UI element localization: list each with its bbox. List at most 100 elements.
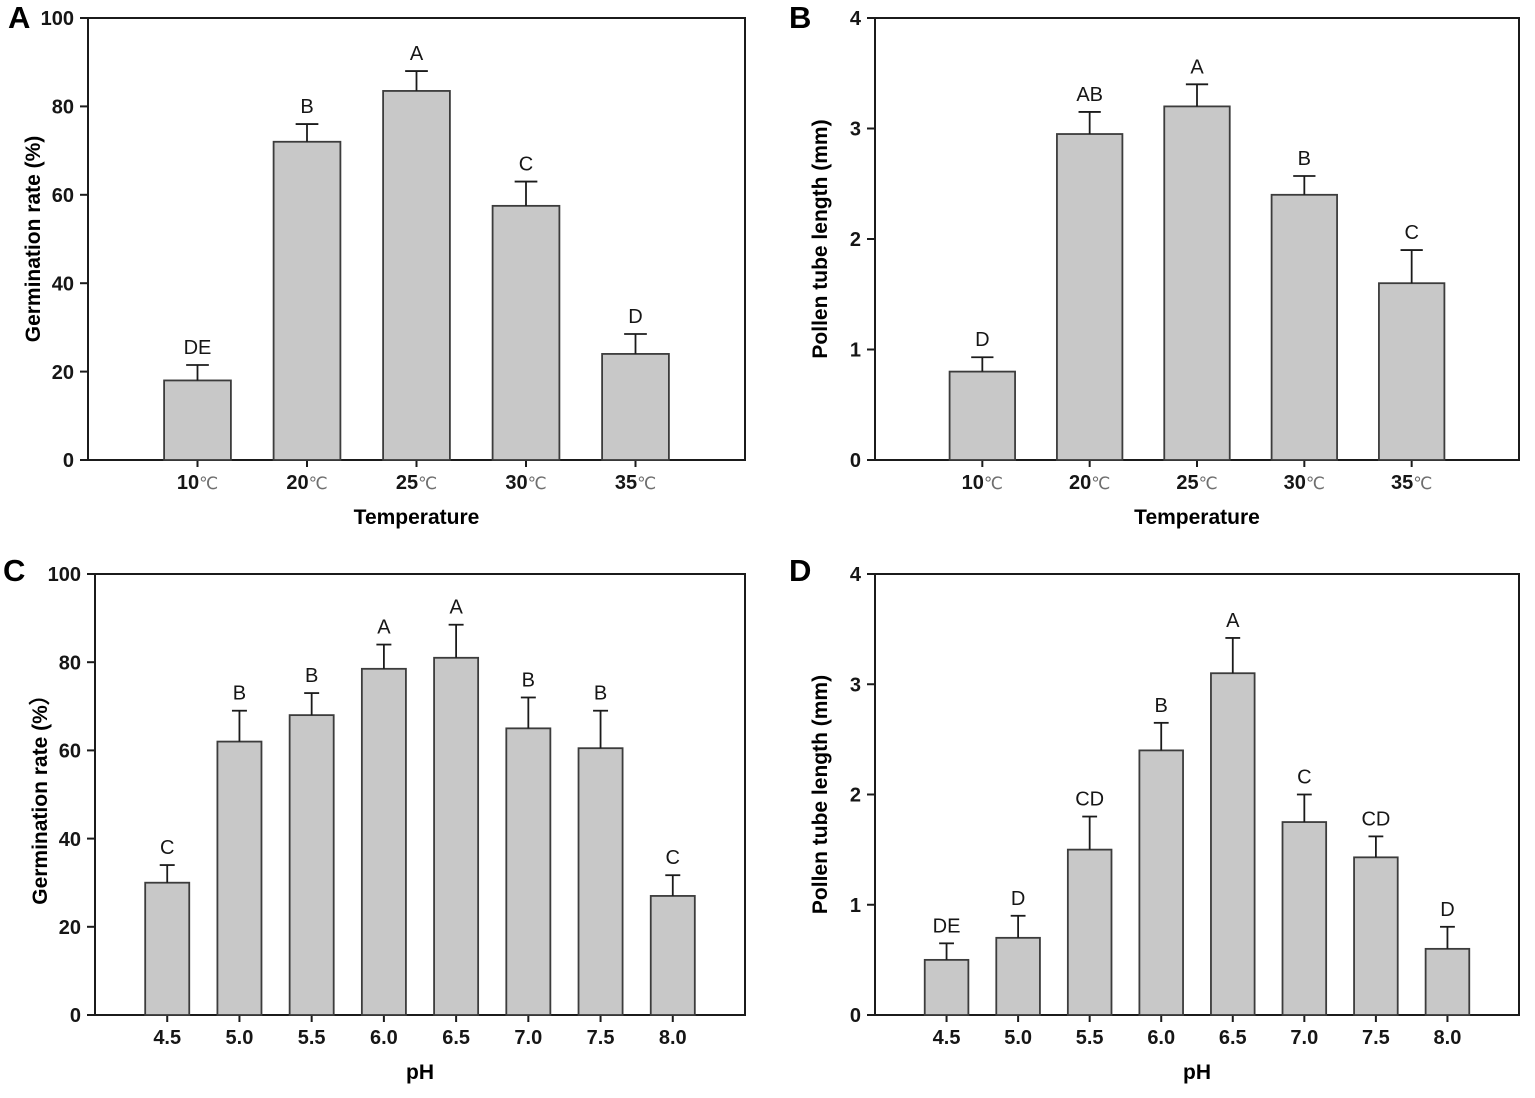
- significance-letter: B: [300, 96, 313, 118]
- y-tick-label: 40: [52, 273, 74, 295]
- bar: [577, 747, 624, 1016]
- significance-letter: B: [233, 683, 246, 705]
- panel-C: C 0 20 40 60 80 100 4.5 C 5.0 B 5.5 B 6.0 A 6.5 A 7.0 B 7.…: [0, 549, 767, 1098]
- bar: [1424, 947, 1471, 1016]
- panel-letter-a: A: [8, 0, 31, 35]
- y-tick-label: 60: [52, 185, 74, 207]
- bar: [923, 958, 970, 1016]
- x-axis-title: pH: [1183, 1061, 1211, 1084]
- x-tick-label: 7.5: [587, 1027, 615, 1049]
- y-tick-label: 3: [850, 119, 861, 141]
- panel-letter-b: B: [789, 0, 812, 35]
- significance-letter: B: [1298, 148, 1311, 170]
- y-tick-label: 20: [52, 362, 74, 384]
- x-tick-label: 7.5: [1362, 1027, 1390, 1049]
- y-tick-label: 4: [850, 564, 862, 586]
- bar: [1270, 193, 1338, 461]
- panel-A: A 0 20 40 60 80 100 10℃ DE 20℃ B 25℃ A 30℃ C 35℃ D Tempe…: [0, 0, 767, 549]
- bar: [1066, 848, 1113, 1016]
- x-tick-label: 25℃: [1176, 472, 1217, 494]
- y-axis-title: Germination rate (%）: [28, 684, 52, 905]
- x-tick-label: 10℃: [177, 472, 218, 494]
- x-tick-label: 35℃: [1391, 472, 1432, 494]
- y-tick-label: 2: [850, 229, 861, 251]
- chart-germination-vs-ph: 0 20 40 60 80 100 4.5 C 5.0 B 5.5 B 6.0 A 6.5 A 7.0 B 7.5 B…: [28, 564, 746, 1084]
- y-tick-label: 40: [59, 829, 81, 851]
- significance-letter: C: [1404, 222, 1418, 244]
- panel-letter-c: C: [3, 553, 26, 588]
- significance-letter: D: [1011, 888, 1025, 910]
- x-tick-label: 5.5: [1076, 1027, 1104, 1049]
- bar: [216, 740, 263, 1016]
- bar: [1163, 105, 1231, 461]
- axis-frame: [94, 573, 746, 1016]
- significance-letter: CD: [1075, 789, 1104, 811]
- x-tick-label: 6.5: [442, 1027, 470, 1049]
- significance-letter: D: [628, 306, 642, 328]
- significance-letter: A: [449, 597, 463, 619]
- y-tick-label: 80: [59, 652, 81, 674]
- bar: [382, 90, 451, 461]
- bar: [288, 714, 335, 1016]
- x-tick-label: 6.0: [1147, 1027, 1175, 1049]
- x-tick-label: 20℃: [1069, 472, 1110, 494]
- bar: [601, 353, 670, 461]
- y-tick-label: 1: [850, 340, 861, 362]
- significance-letter: B: [522, 669, 535, 691]
- significance-letter: A: [410, 43, 424, 65]
- x-tick-label: 7.0: [514, 1027, 542, 1049]
- y-tick-label: 1: [850, 895, 861, 917]
- bar: [995, 936, 1041, 1016]
- significance-letter: CD: [1361, 808, 1390, 830]
- significance-letter: C: [160, 837, 174, 859]
- y-tick-label: 0: [850, 450, 861, 472]
- significance-letter: C: [666, 847, 680, 869]
- y-tick-label: 0: [70, 1005, 81, 1027]
- bar: [1353, 856, 1399, 1016]
- axis-frame: [874, 573, 1520, 1016]
- significance-letter: A: [1226, 610, 1240, 632]
- y-tick-label: 3: [850, 674, 861, 696]
- x-tick-label: 7.0: [1290, 1027, 1318, 1049]
- bar: [163, 379, 232, 461]
- bar: [1378, 282, 1446, 461]
- y-axis-title: Germination rate (%): [22, 136, 45, 343]
- x-tick-label: 6.0: [370, 1027, 398, 1049]
- y-tick-label: 100: [41, 8, 74, 30]
- y-tick-label: 100: [48, 564, 81, 586]
- bar: [649, 895, 696, 1016]
- significance-letter: D: [975, 329, 989, 351]
- y-tick-label: 0: [850, 1005, 861, 1027]
- bar: [1056, 133, 1124, 461]
- panel-letter-d: D: [789, 553, 812, 588]
- x-axis-title: Temperature: [1134, 506, 1260, 529]
- bar: [491, 204, 561, 461]
- panel-D: D 0 1 2 3 4 4.5 DE 5.0 D 5.5 CD 6.0 B 6.5 A 7.0 C 7.5 CD 8.…: [767, 549, 1535, 1098]
- significance-letter: A: [377, 617, 391, 639]
- bar: [433, 656, 480, 1016]
- chart-pollen-tube-vs-ph: 0 1 2 3 4 4.5 DE 5.0 D 5.5 CD 6.0 B 6.5 A 7.0 C 7.5 CD 8.0 D…: [809, 564, 1520, 1084]
- x-tick-label: 8.0: [659, 1027, 687, 1049]
- bar: [272, 140, 342, 461]
- significance-letter: B: [305, 665, 318, 687]
- y-axis-title: Pollen tube length (mm): [809, 675, 832, 914]
- x-tick-label: 4.5: [153, 1027, 181, 1049]
- x-tick-label: 30℃: [505, 472, 546, 494]
- x-axis-title: Temperature: [354, 506, 480, 529]
- y-tick-label: 60: [59, 741, 81, 763]
- x-axis-title: pH: [406, 1061, 434, 1084]
- bar: [505, 727, 552, 1016]
- y-tick-label: 2: [850, 785, 861, 807]
- significance-letter: B: [1155, 695, 1168, 717]
- y-tick-label: 20: [59, 917, 81, 939]
- chart-pollen-tube-vs-temperature: 0 1 2 3 4 10℃ D 20℃ AB 25℃ A 30℃ B 35℃ C Temperature Pol…: [809, 8, 1520, 529]
- x-tick-label: 5.5: [298, 1027, 326, 1049]
- x-tick-label: 30℃: [1284, 472, 1325, 494]
- significance-letter: AB: [1076, 84, 1103, 106]
- x-tick-label: 5.0: [1004, 1027, 1032, 1049]
- panel-B: B 0 1 2 3 4 10℃ D 20℃ AB 25℃ A 30℃ B 35℃ C Temperature P…: [767, 0, 1535, 549]
- significance-letter: DE: [933, 915, 961, 937]
- x-tick-label: 4.5: [933, 1027, 961, 1049]
- x-tick-label: 8.0: [1434, 1027, 1462, 1049]
